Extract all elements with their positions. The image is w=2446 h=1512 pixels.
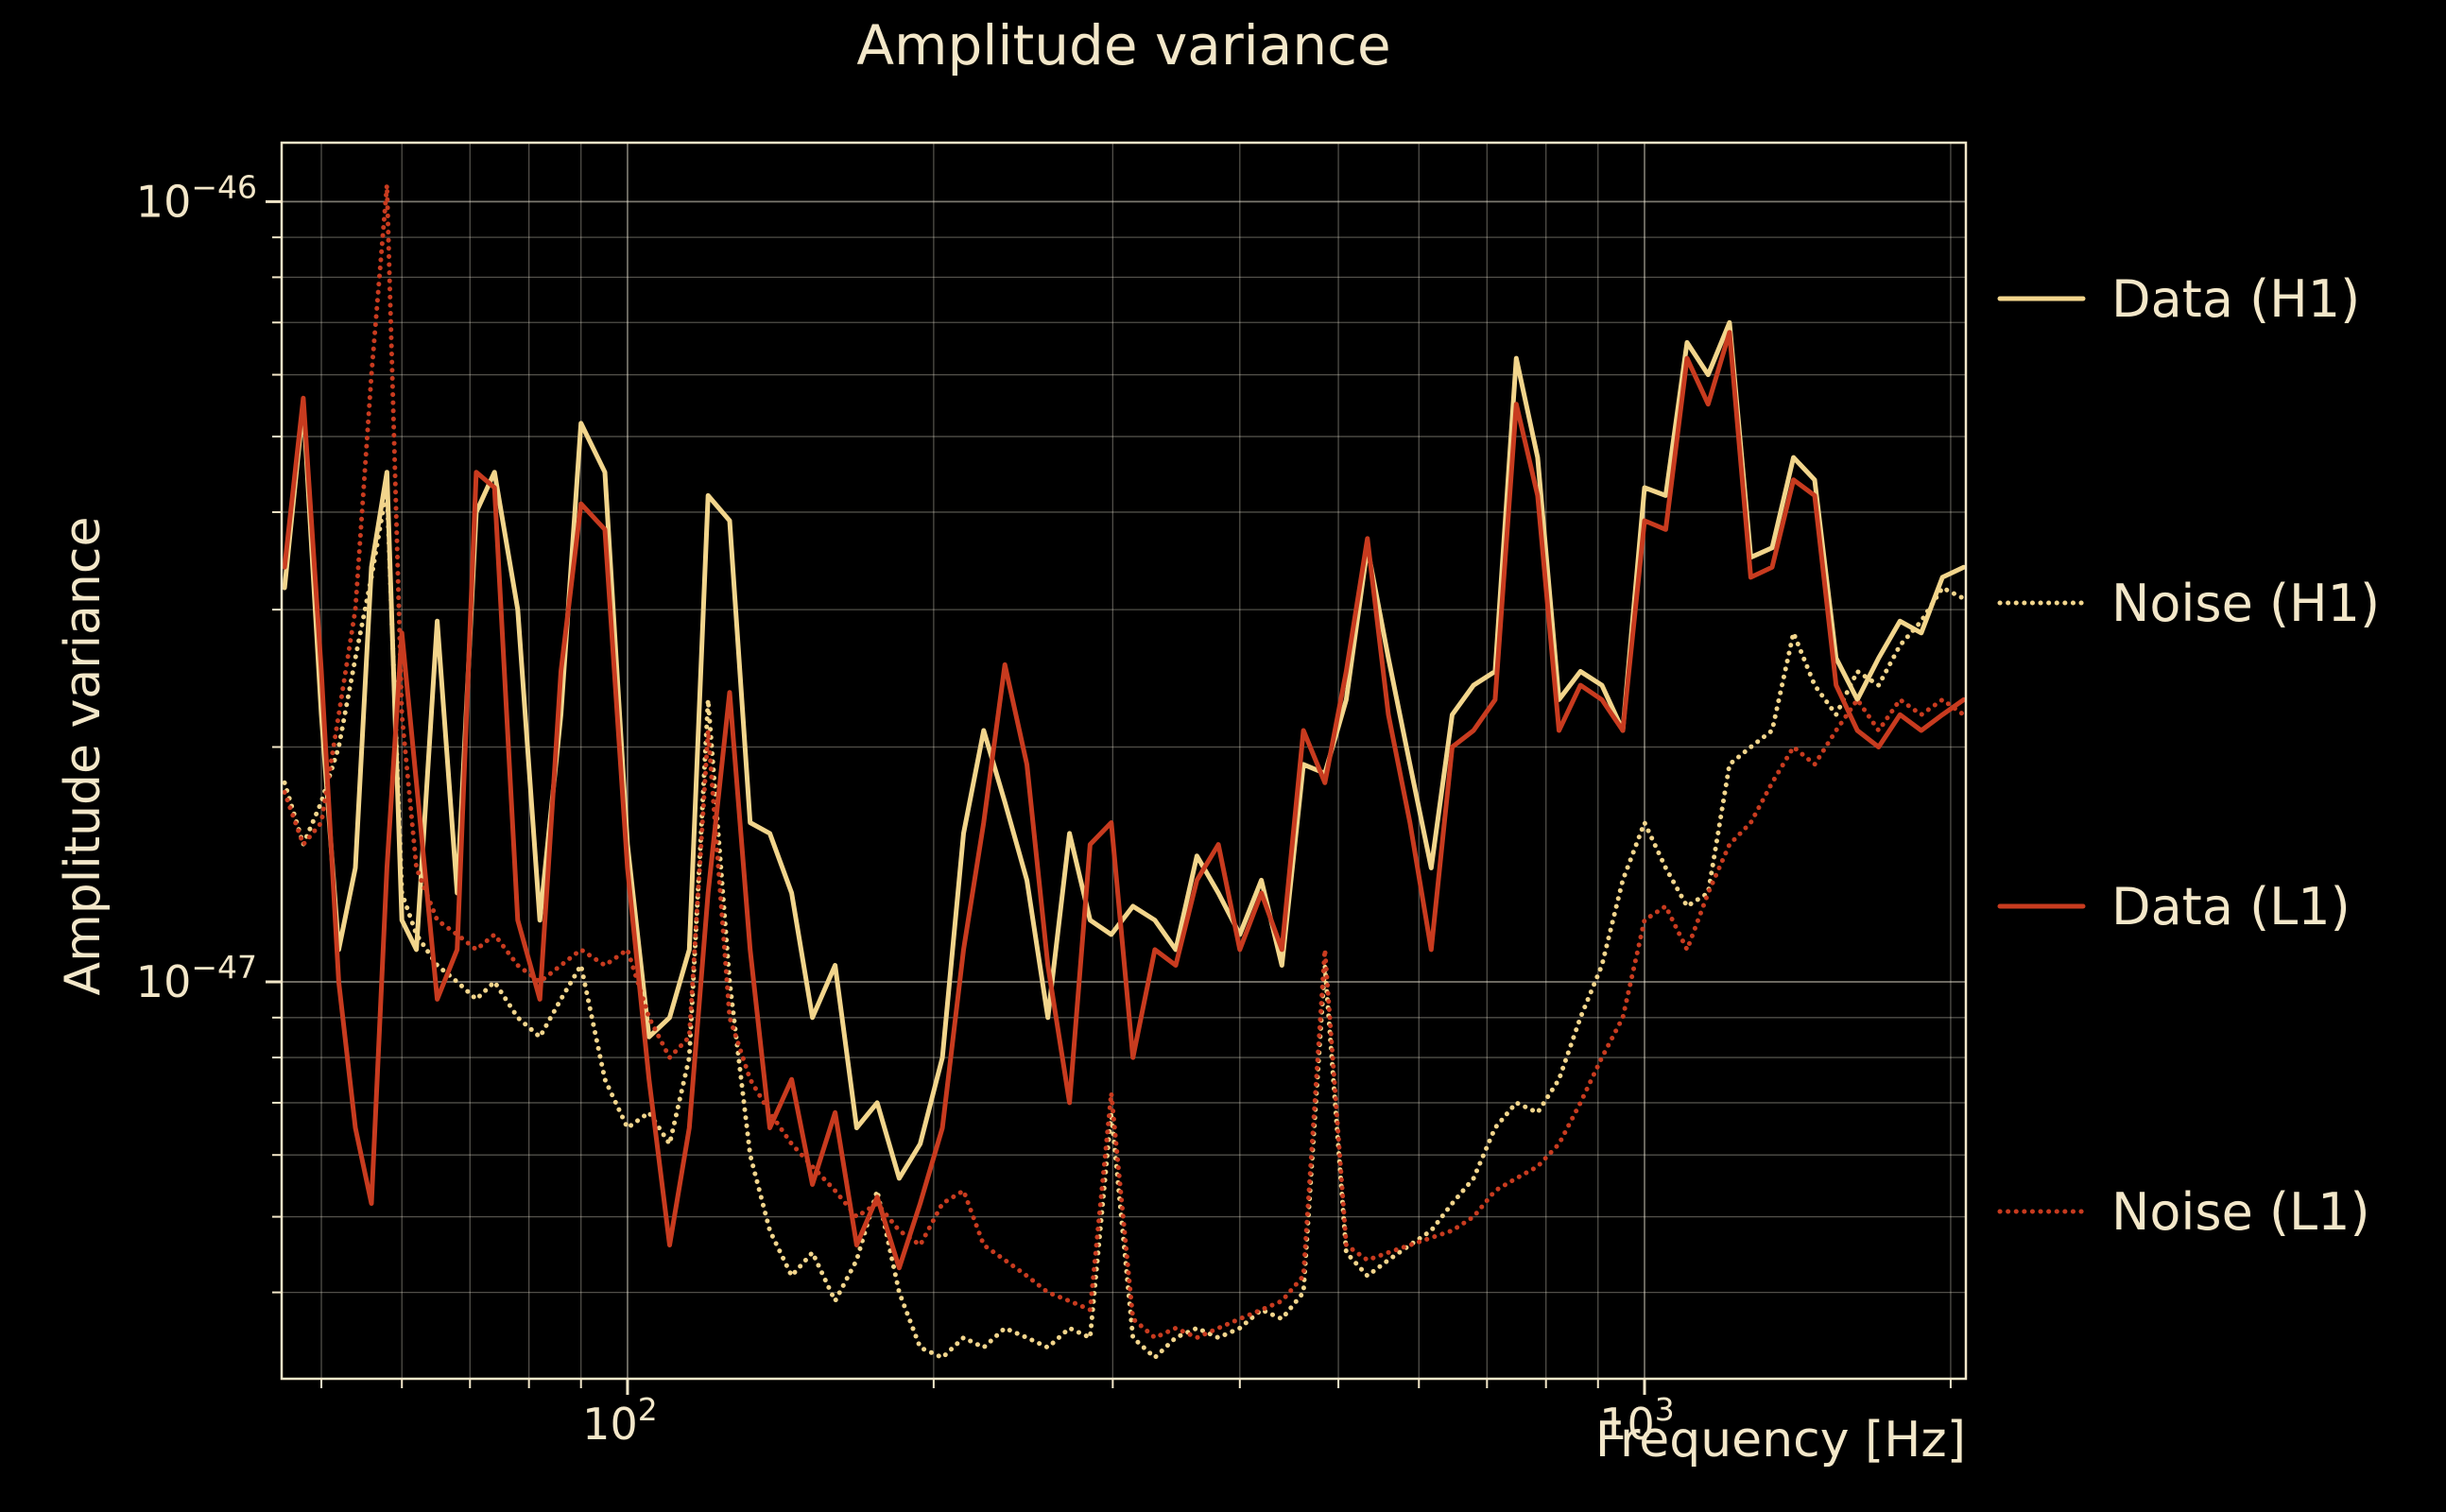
series-data-h1 (282, 319, 1966, 1181)
x-tick-label: 102 (582, 1391, 658, 1450)
chart-title: Amplitude variance (856, 13, 1391, 77)
grid (282, 143, 1966, 1379)
x-axis-label: Frequency [Hz] (1594, 1412, 1966, 1469)
tick-marks (266, 199, 1952, 1395)
series-data-l1 (282, 330, 1966, 1271)
series-noise-h1 (282, 485, 1966, 1361)
y-tick-label: 10−46 (136, 168, 257, 227)
series-noise-l1 (282, 182, 1966, 1340)
x-tick-label: 103 (1599, 1391, 1675, 1450)
y-tick-label: 10−47 (136, 949, 257, 1007)
series-group (282, 182, 1966, 1361)
axes-spines (280, 141, 1968, 1381)
